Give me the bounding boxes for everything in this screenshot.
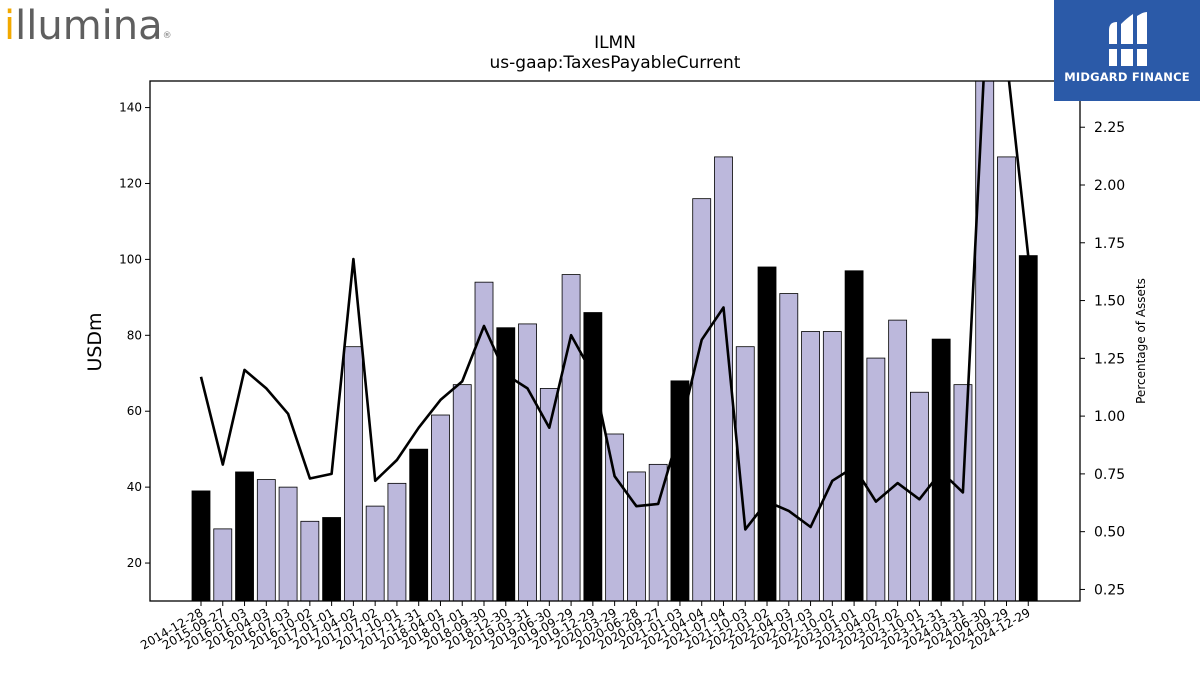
right-axis: 0.25 0.50 0.75 1.00 1.25 1.50 1.75 2.00 2.25	[1080, 120, 1125, 598]
bar	[539, 388, 559, 601]
y2-tick-label: 2.25	[1094, 120, 1125, 136]
midgard-mark-icon	[1105, 12, 1149, 66]
bar	[627, 471, 646, 601]
y-tick-label: 80	[127, 328, 142, 342]
bar	[365, 505, 385, 601]
y-tick-label: 20	[127, 556, 142, 570]
bar	[801, 331, 820, 601]
bar	[561, 274, 581, 601]
y-tick-label: 120	[119, 176, 142, 190]
bar	[213, 528, 233, 601]
y2-tick-label: 0.50	[1094, 525, 1125, 541]
x-axis: 2014-12-282015-09-272016-01-032016-04-03…	[138, 601, 1033, 652]
bar	[256, 479, 276, 601]
watermark-text: MIDGARD FINANCE	[1064, 70, 1190, 84]
bar	[431, 414, 450, 601]
y2-tick-label: 1.75	[1094, 236, 1125, 252]
y2-tick-label: 1.25	[1094, 351, 1125, 367]
bar	[409, 448, 429, 601]
bar	[910, 391, 929, 601]
chart-subtitle: us-gaap:TaxesPayableCurrent	[490, 53, 741, 73]
y2-tick-label: 1.00	[1094, 409, 1125, 425]
bar-series	[191, 81, 1038, 601]
y-tick-label: 40	[127, 480, 142, 494]
bar	[300, 520, 320, 601]
bar	[278, 486, 298, 601]
y2-tick-label: 1.50	[1094, 294, 1125, 310]
bar	[779, 293, 799, 601]
bar	[692, 198, 712, 601]
y-tick-label: 140	[119, 101, 142, 115]
bar	[888, 319, 908, 601]
bar	[1018, 255, 1038, 601]
bar	[518, 323, 537, 601]
bar	[235, 471, 254, 601]
bar	[931, 338, 951, 601]
left-axis: 20 40 60 80 100 120 140	[119, 101, 150, 570]
line-series-path	[199, 81, 1030, 531]
y2-tick-label: 2.00	[1094, 178, 1125, 194]
bar	[387, 482, 407, 601]
bar	[583, 312, 603, 601]
bar	[975, 81, 995, 601]
y2-tick-label: 0.25	[1094, 582, 1125, 598]
bar	[474, 281, 494, 601]
chart-title: ILMN	[594, 33, 636, 53]
watermark-logo: MIDGARD FINANCE	[1054, 0, 1200, 101]
bar	[822, 331, 842, 601]
y-tick-label: 60	[127, 404, 142, 418]
bar	[997, 156, 1016, 601]
y-tick-label: 100	[119, 252, 142, 266]
y-axis-label: USDm	[84, 312, 106, 371]
bar	[866, 357, 886, 601]
bar	[757, 266, 777, 601]
bar	[844, 270, 864, 601]
bar	[343, 346, 363, 601]
y2-axis-label: Percentage of Assets	[1134, 278, 1148, 404]
bar	[714, 156, 733, 601]
bar	[605, 433, 625, 601]
bar	[452, 384, 472, 601]
y2-tick-label: 0.75	[1094, 467, 1125, 483]
bar	[496, 327, 516, 601]
bar	[322, 517, 342, 601]
bar	[191, 490, 211, 601]
line-series	[199, 81, 1030, 531]
bar	[670, 380, 690, 601]
bar	[648, 463, 668, 601]
company-logo: illumina®	[4, 3, 172, 49]
